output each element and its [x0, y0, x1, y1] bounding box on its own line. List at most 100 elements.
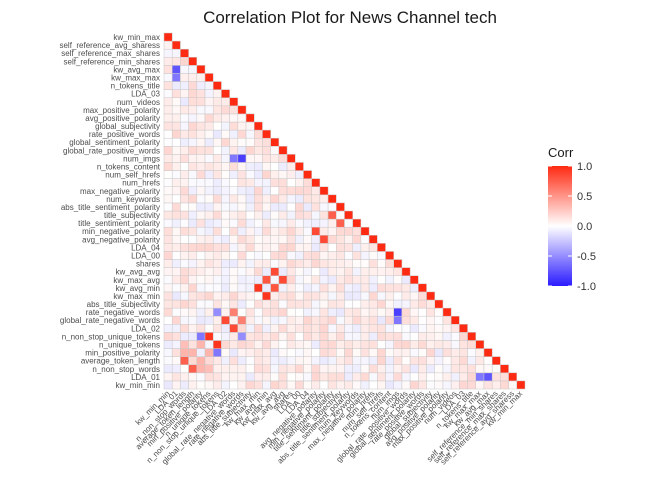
- heatmap-cell: [336, 235, 345, 244]
- heatmap-cell: [409, 307, 419, 317]
- heatmap-cell: [212, 226, 222, 236]
- heatmap-cell: [459, 324, 468, 333]
- heatmap-cell: [336, 307, 345, 317]
- heatmap-cell: [163, 283, 173, 293]
- heatmap-cell: [229, 226, 239, 236]
- heatmap-cell: [237, 307, 247, 317]
- heatmap-cell: [303, 340, 312, 349]
- heatmap-cell: [368, 380, 378, 390]
- heatmap-cell: [401, 267, 411, 276]
- heatmap-cell: [188, 113, 198, 123]
- heatmap-cell: [180, 251, 189, 260]
- heatmap-cell: [245, 121, 255, 131]
- heatmap-cell: [188, 380, 198, 390]
- heatmap-cell: [245, 186, 255, 196]
- heatmap-cell: [262, 154, 271, 163]
- heatmap-cell: [212, 89, 222, 98]
- heatmap-cell: [163, 340, 173, 349]
- heatmap-cell: [270, 332, 280, 341]
- y-tick-label: global_sentiment_polarity: [69, 138, 160, 147]
- heatmap-cell: [254, 162, 263, 171]
- heatmap-cell: [180, 137, 189, 147]
- heatmap-cell: [270, 307, 280, 317]
- heatmap-cell: [196, 372, 206, 382]
- heatmap-cell: [409, 340, 419, 349]
- heatmap-cell: [204, 210, 214, 220]
- heatmap-cell: [163, 315, 173, 325]
- heatmap-cell: [188, 243, 198, 252]
- heatmap-cell: [327, 226, 337, 236]
- heatmap-cell: [319, 202, 329, 212]
- heatmap-cell: [327, 275, 337, 285]
- heatmap-cell: [450, 380, 460, 390]
- heatmap-cell: [377, 356, 386, 365]
- heatmap-cell: [377, 299, 386, 309]
- heatmap-cell: [180, 332, 189, 341]
- heatmap-cell: [262, 259, 271, 268]
- heatmap-cell: [229, 267, 239, 276]
- heatmap-cell: [295, 243, 304, 252]
- heatmap-cell: [204, 129, 214, 139]
- heatmap-cell: [278, 251, 288, 260]
- heatmap-cell: [245, 283, 255, 293]
- heatmap-cell: [171, 307, 181, 317]
- heatmap-cell: [229, 283, 239, 293]
- heatmap-cell: [212, 356, 222, 365]
- heatmap-cell: [295, 299, 304, 309]
- heatmap-cell: [368, 307, 378, 317]
- heatmap-cell: [467, 380, 477, 390]
- heatmap-cell: [393, 364, 403, 374]
- heatmap-cell: [352, 332, 362, 341]
- heatmap-cell: [368, 356, 378, 365]
- heatmap-cell: [188, 283, 198, 293]
- heatmap-cell: [368, 243, 378, 252]
- heatmap-cell: [237, 129, 247, 139]
- heatmap-cell: [229, 259, 239, 268]
- heatmap-cell: [319, 364, 329, 374]
- y-tick-label: self_reference_min_shares: [64, 57, 161, 66]
- heatmap-cell: [303, 226, 312, 236]
- heatmap-cell: [196, 89, 206, 98]
- heatmap-cell: [163, 137, 173, 147]
- heatmap-cell: [237, 186, 247, 196]
- heatmap-cell: [262, 267, 271, 276]
- heatmap-cell: [196, 332, 206, 341]
- heatmap-cell: [188, 226, 198, 236]
- heatmap-cell: [401, 324, 411, 333]
- heatmap-cell: [212, 105, 222, 115]
- heatmap-cell: [344, 364, 353, 374]
- heatmap-cell: [237, 113, 247, 123]
- heatmap-cell: [237, 275, 247, 285]
- heatmap-cell: [286, 162, 296, 171]
- heatmap-cell: [196, 194, 206, 204]
- heatmap-cell: [180, 146, 189, 155]
- heatmap-cell: [409, 348, 419, 357]
- heatmap-cell: [319, 259, 329, 268]
- heatmap-cell: [401, 299, 411, 309]
- heatmap-cell: [254, 121, 263, 131]
- heatmap-cell: [254, 372, 263, 382]
- heatmap-cell: [401, 332, 411, 341]
- heatmap-cell: [171, 380, 181, 390]
- heatmap-cell: [221, 259, 230, 268]
- heatmap-cell: [377, 372, 386, 382]
- heatmap-cell: [163, 332, 173, 341]
- heatmap-cell: [418, 299, 427, 309]
- heatmap-cell: [229, 299, 239, 309]
- heatmap-cell: [229, 275, 239, 285]
- heatmap-cell: [180, 348, 189, 357]
- y-tick-label: LDA_01: [131, 373, 160, 382]
- heatmap-cell: [229, 307, 239, 317]
- heatmap-cell: [254, 178, 263, 187]
- heatmap-cell: [352, 275, 362, 285]
- y-tick-label: self_reference_avg_sharess: [59, 41, 160, 50]
- heatmap-cell: [270, 283, 280, 293]
- heatmap-cell: [286, 243, 296, 252]
- heatmap-cell: [393, 356, 403, 365]
- heatmap-cell: [385, 372, 394, 382]
- heatmap-cell: [311, 291, 321, 301]
- heatmap-cell: [196, 307, 206, 317]
- heatmap-cell: [229, 210, 239, 220]
- heatmap-cell: [188, 65, 198, 74]
- heatmap-cell: [180, 202, 189, 212]
